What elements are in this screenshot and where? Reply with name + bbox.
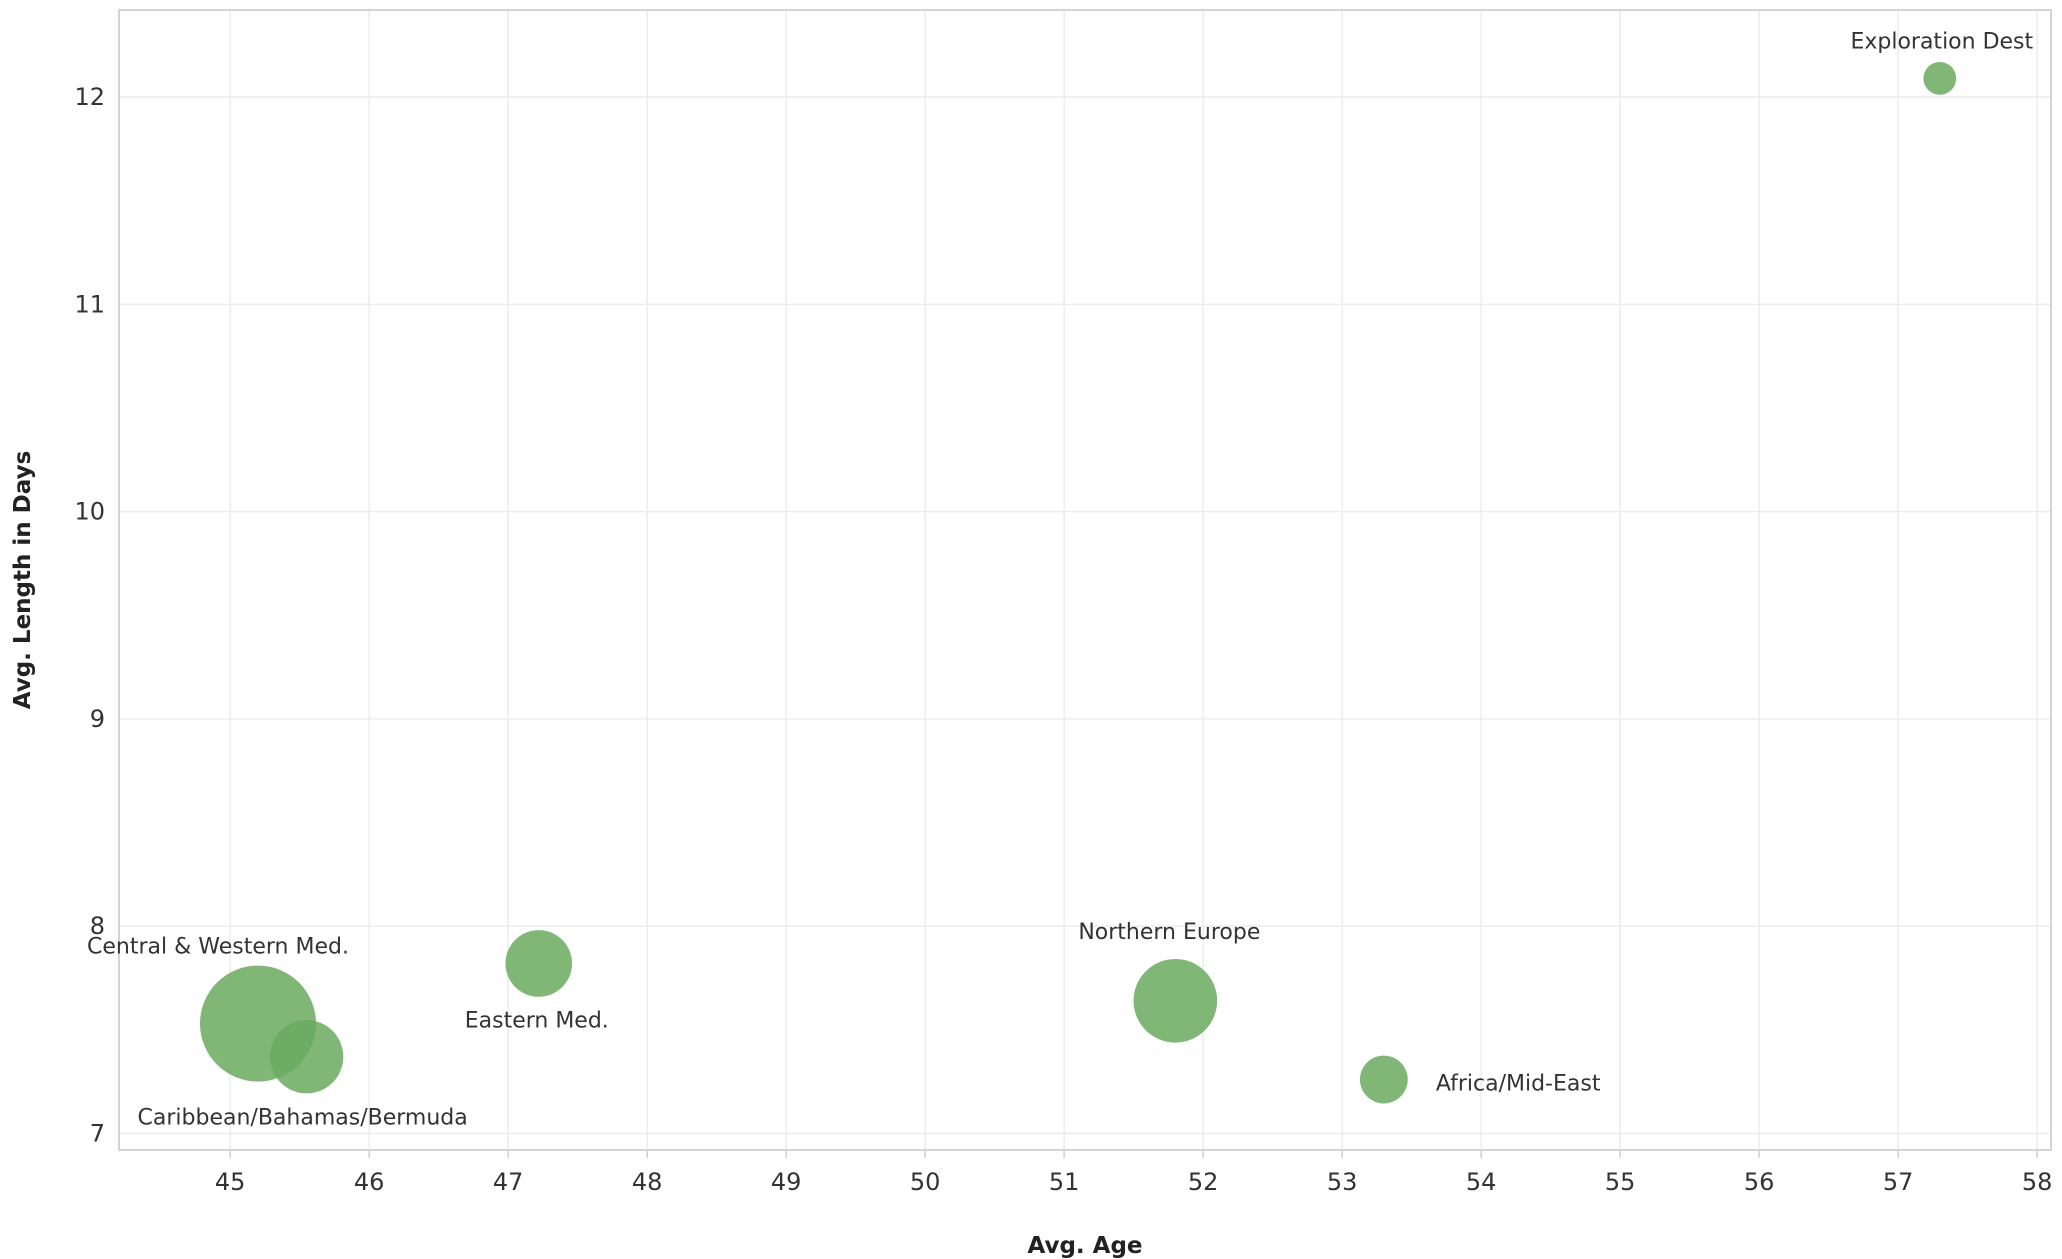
x-tick-label: 45 — [215, 1168, 246, 1196]
bubble[interactable] — [1359, 1055, 1408, 1104]
x-tick-label: 48 — [632, 1168, 663, 1196]
point-label: Exploration Dest — [1850, 29, 2033, 54]
point-label: Africa/Mid-East — [1436, 1072, 1601, 1097]
bubble[interactable] — [269, 1020, 344, 1094]
x-tick-label: 58 — [2022, 1168, 2053, 1196]
grid-lines — [119, 10, 2051, 1150]
x-tick-labels: 45 46 47 48 49 50 51 52 53 54 55 56 57 58 — [215, 1150, 2052, 1196]
point-label: Central & Western Med. — [87, 935, 349, 960]
plot-frame — [118, 9, 2052, 1151]
x-axis-title: Avg. Age — [1027, 1233, 1142, 1259]
y-tick-label: 12 — [74, 83, 105, 111]
bubbles — [199, 61, 1957, 1104]
x-tick-label: 54 — [1466, 1168, 1497, 1196]
y-tick-label: 10 — [74, 498, 105, 526]
x-tick-label: 47 — [493, 1168, 524, 1196]
y-tick-label: 7 — [90, 1119, 105, 1147]
x-tick-label: 46 — [354, 1168, 385, 1196]
bubble[interactable] — [1133, 958, 1218, 1043]
y-tick-label: 11 — [74, 290, 105, 318]
x-tick-label: 57 — [1883, 1168, 1914, 1196]
x-tick-label: 50 — [910, 1168, 941, 1196]
point-label: Eastern Med. — [465, 1008, 609, 1033]
y-tick-label: 9 — [90, 705, 105, 733]
x-tick-label: 55 — [1605, 1168, 1636, 1196]
point-label: Caribbean/Bahamas/Bermuda — [138, 1106, 468, 1131]
x-tick-label: 56 — [1744, 1168, 1775, 1196]
x-tick-label: 49 — [771, 1168, 802, 1196]
x-tick-label: 53 — [1327, 1168, 1358, 1196]
point-labels: Central & Western Med. Caribbean/Bahamas/… — [87, 29, 2033, 1130]
y-tick-label: 8 — [90, 912, 105, 940]
point-label: Northern Europe — [1078, 920, 1260, 945]
bubble[interactable] — [1923, 61, 1957, 95]
bubble[interactable] — [505, 930, 573, 997]
x-tick-label: 52 — [1188, 1168, 1219, 1196]
x-tick-label: 51 — [1049, 1168, 1080, 1196]
y-tick-labels: 7 8 9 10 11 12 — [74, 83, 105, 1147]
y-axis-title: Avg. Length in Days — [10, 451, 36, 710]
